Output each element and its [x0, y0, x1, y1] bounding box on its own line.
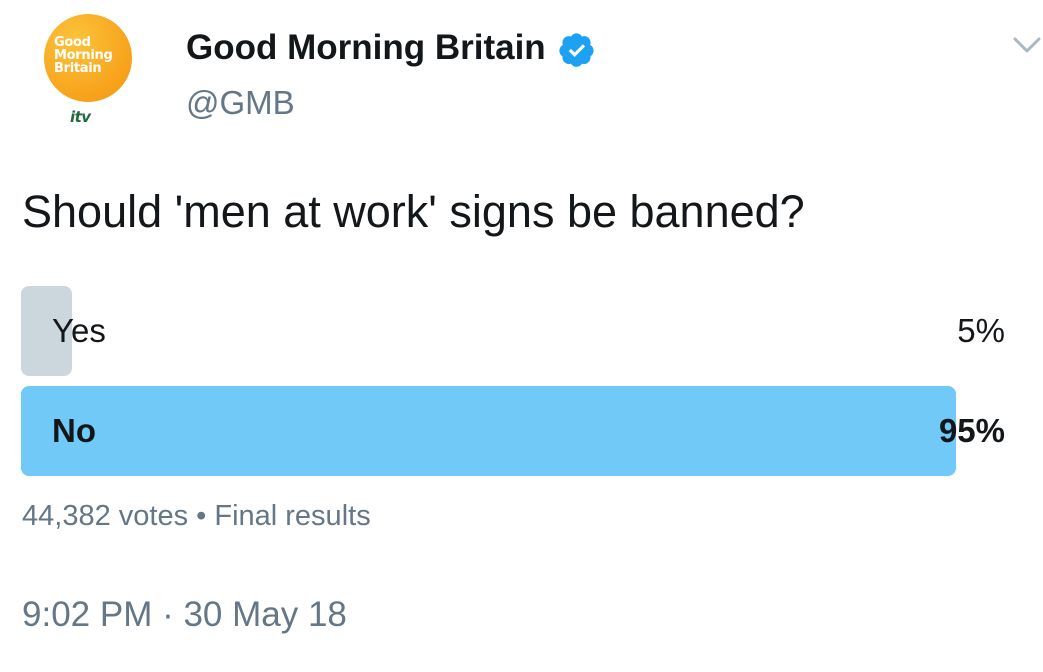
- itv-logo: itv: [70, 108, 91, 126]
- avatar-logo-line: Good: [54, 35, 91, 50]
- avatar[interactable]: Good Morning Britain itv: [40, 14, 132, 132]
- avatar-logo-text: Good Morning Britain: [54, 36, 124, 75]
- poll-footer-separator: •: [196, 500, 207, 532]
- avatar-logo-line: Morning: [54, 48, 113, 63]
- poll-option-percent: 95%: [938, 412, 1005, 449]
- tweet-timestamp[interactable]: 9:02 PM · 30 May 18: [22, 595, 347, 634]
- avatar-logo-line: Britain: [54, 61, 102, 76]
- poll-status: Final results: [214, 500, 371, 532]
- poll-option-label: No: [52, 412, 96, 449]
- poll-question: Should 'men at work' signs be banned?: [22, 186, 805, 237]
- display-name[interactable]: Good Morning Britain: [186, 28, 546, 67]
- poll-vote-count: 44,382 votes: [22, 500, 189, 532]
- poll-result-bar: [21, 286, 72, 376]
- chevron-down-icon[interactable]: [1012, 34, 1042, 56]
- poll-option-label: Yes: [52, 312, 106, 349]
- user-handle[interactable]: @GMB: [186, 84, 295, 121]
- verified-badge-icon: [559, 33, 594, 67]
- poll-result-bar: [21, 386, 956, 476]
- avatar-logo-circle: [44, 14, 132, 102]
- poll-footer: 44,382 votes • Final results: [22, 500, 371, 533]
- poll-option-yes: Yes 5%: [21, 286, 1005, 376]
- poll-option-no: No 95%: [21, 386, 1005, 476]
- poll-option-percent: 5%: [957, 312, 1005, 349]
